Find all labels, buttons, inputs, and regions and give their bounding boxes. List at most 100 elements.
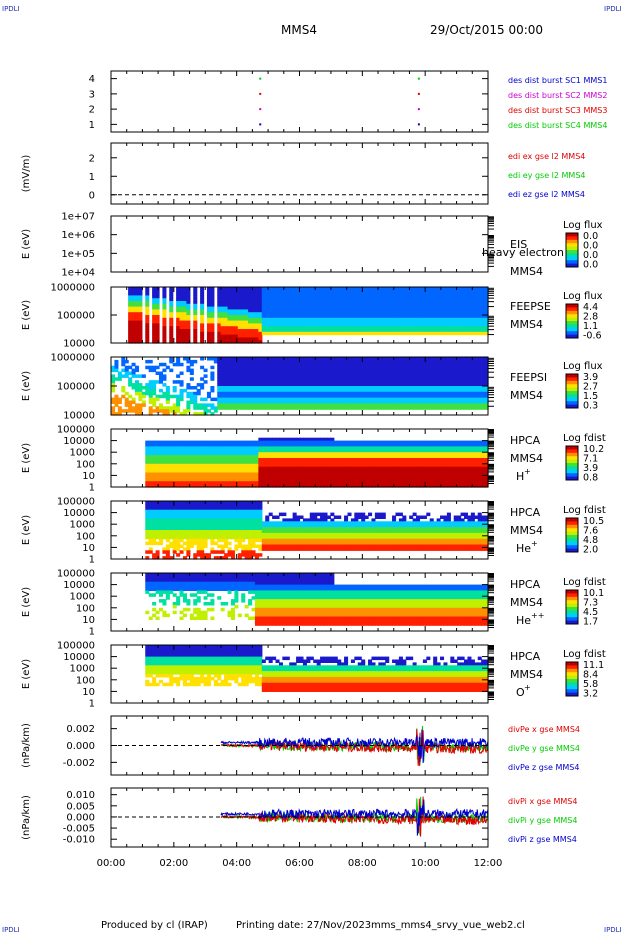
spectrogram-cell — [186, 320, 191, 324]
spectrogram-cell — [354, 452, 359, 456]
spectrogram-cell — [193, 295, 198, 299]
spectrogram-cell — [186, 452, 191, 456]
spectrogram-cell — [186, 460, 191, 465]
spectrogram-cell — [241, 460, 246, 465]
spectrogram-cell — [234, 455, 239, 459]
spectrogram-cell — [450, 383, 455, 387]
spectrogram-cell — [313, 289, 318, 294]
spectrogram-cell — [316, 484, 321, 488]
spectrogram-cell — [374, 303, 379, 308]
spectrogram-cell — [347, 406, 352, 410]
spectrogram-cell — [357, 455, 362, 459]
spectrogram-cell — [254, 446, 259, 450]
spectrogram-cell — [374, 374, 379, 378]
spectrogram-cell — [261, 315, 266, 319]
spectrogram-cell — [340, 331, 345, 336]
spectrogram-cell — [302, 326, 307, 330]
spectrogram-cell — [241, 388, 246, 393]
spectrogram-cell — [224, 298, 229, 302]
spectrogram-cell — [436, 400, 441, 404]
spectrogram-cell — [268, 440, 273, 445]
spectrogram-cell — [138, 323, 143, 327]
spectrogram-cell — [323, 303, 328, 308]
spectrogram-cell — [378, 317, 383, 322]
spectrogram-cell — [289, 365, 294, 370]
spectrogram-cell — [330, 400, 335, 404]
spectrogram-cell — [306, 484, 311, 488]
spectrogram-cell — [227, 446, 232, 450]
spectrogram-cell — [299, 394, 304, 399]
spectrogram-cell — [275, 397, 280, 402]
spectrogram-cell — [289, 331, 294, 336]
spectrogram-cell — [333, 323, 338, 327]
spectrogram-cell — [217, 298, 222, 302]
spectrogram-cell — [409, 403, 414, 407]
spectrogram-cell — [460, 317, 465, 322]
spectrogram-cell — [467, 317, 472, 322]
spectrogram-cell — [179, 463, 184, 468]
spectrogram-cell — [258, 295, 263, 299]
spectrogram-cell — [446, 397, 451, 402]
spectrogram-cell — [179, 337, 184, 341]
spectrogram-cell — [182, 455, 187, 459]
spectrogram-cell — [261, 458, 266, 462]
spectrogram-cell — [282, 380, 287, 384]
y-axis-label: E (eV) — [21, 300, 32, 330]
spectrogram-cell — [392, 295, 397, 299]
spectrogram-cell — [433, 359, 438, 364]
spectrogram-cell — [258, 303, 263, 308]
spectrogram-cell — [320, 475, 325, 479]
spectrogram-cell — [162, 329, 167, 333]
spectrogram-cell — [405, 323, 410, 327]
spectrogram-cell — [347, 362, 352, 367]
spectrogram-cell — [409, 289, 414, 294]
spectrogram-cell — [347, 359, 352, 364]
spectrogram-cell — [429, 403, 434, 407]
spectrogram-cell — [484, 357, 489, 361]
spectrogram-cell — [306, 317, 311, 322]
legend-entry: des dist burst SC4 MMS4 — [508, 121, 607, 130]
spectrogram-cell — [210, 460, 215, 465]
spectrogram-cell — [361, 317, 366, 322]
spectrogram-cell — [364, 383, 369, 387]
spectrogram-cell — [169, 481, 174, 485]
spectrogram-cell — [484, 287, 489, 291]
spectrogram-cell — [248, 323, 253, 327]
spectrogram-cell — [145, 317, 150, 322]
spectrogram-cell — [457, 380, 462, 384]
spectrogram-cell — [124, 391, 129, 396]
spectrogram-cell — [152, 312, 157, 316]
spectrogram-cell — [306, 377, 311, 381]
spectrogram-cell — [278, 455, 283, 459]
spectrogram-cell — [248, 400, 253, 404]
spectrogram-cell — [275, 312, 280, 316]
spectrogram-cell — [275, 331, 280, 336]
spectrogram-cell — [381, 400, 386, 404]
spectrogram-cell — [162, 374, 167, 378]
spectrogram-cell — [419, 388, 424, 393]
spectrogram-cell — [162, 394, 167, 399]
spectrogram-cell — [429, 317, 434, 322]
spectrogram-cell — [268, 391, 273, 396]
spectrogram-cell — [272, 463, 277, 468]
spectrogram-cell — [313, 452, 318, 456]
spectrogram-cell — [182, 326, 187, 330]
spectrogram-cell — [395, 371, 400, 375]
colorbar-tick-label: -0.6 — [583, 331, 602, 342]
spectrogram-cell — [388, 377, 393, 381]
spectrogram-cell — [206, 481, 211, 485]
spectrogram-cell — [374, 292, 379, 296]
spectrogram-cell — [481, 323, 486, 327]
spectrogram-cell — [357, 323, 362, 327]
spectrogram-cell — [368, 391, 373, 396]
spectrogram-cell — [361, 455, 366, 459]
spectrogram-cell — [330, 391, 335, 396]
scatter-point — [417, 77, 420, 80]
spectrogram-cell — [337, 301, 342, 305]
spectrogram-cell — [172, 455, 177, 459]
spectrogram-cell — [306, 443, 311, 447]
spectrogram-cell — [193, 406, 198, 410]
spectrogram-cell — [309, 368, 314, 373]
spectrogram-cell — [388, 403, 393, 407]
spectrogram-cell — [200, 340, 205, 344]
